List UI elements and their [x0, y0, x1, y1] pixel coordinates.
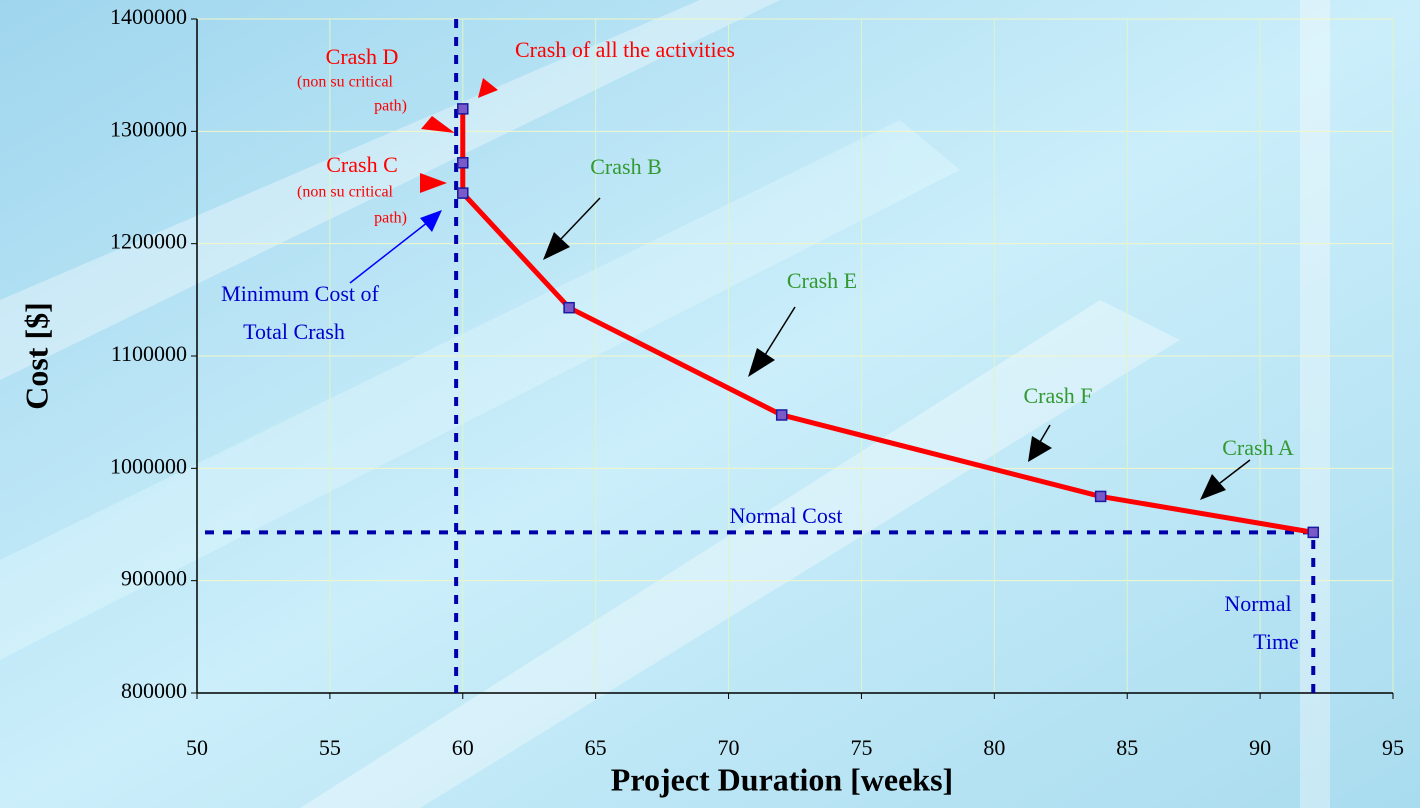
x-tick-label: 65: [585, 735, 607, 760]
arrow: [559, 197, 601, 241]
x-tick-label: 75: [850, 735, 872, 760]
arrow: [349, 221, 429, 284]
annotation: Crash F: [1023, 383, 1092, 408]
annotation: Total Crash: [243, 319, 345, 344]
x-tick-label: 90: [1249, 735, 1271, 760]
annotation: Crash B: [590, 154, 662, 179]
arrow: [748, 348, 775, 377]
y-tick-label: 900000: [121, 566, 187, 591]
y-axis-title: Cost [$]: [18, 302, 54, 410]
y-tick-label: 1300000: [110, 116, 187, 141]
arrow: [1200, 474, 1226, 500]
x-tick-label: 95: [1382, 735, 1404, 760]
annotation: Crash C: [326, 152, 398, 177]
data-point: [457, 103, 469, 115]
annotation: (non su critical: [297, 184, 394, 201]
x-tick-label: 60: [452, 735, 474, 760]
arrow: [421, 116, 455, 133]
arrow: [478, 78, 498, 98]
annotation: Time: [1253, 629, 1299, 654]
x-tick-label: 50: [186, 735, 208, 760]
y-tick-label: 1400000: [110, 4, 187, 29]
annotation: Crash A: [1222, 435, 1294, 460]
y-tick-label: 1000000: [110, 453, 187, 478]
x-tick-label: 85: [1116, 735, 1138, 760]
annotation: Crash D: [326, 44, 399, 69]
annotation: Crash E: [787, 268, 857, 293]
data-point: [1094, 490, 1107, 503]
annotation: Minimum Cost of: [221, 281, 379, 306]
x-tick-label: 80: [983, 735, 1005, 760]
arrow: [1039, 424, 1051, 443]
data-point: [775, 409, 788, 421]
annotation: (non su critical: [297, 74, 394, 91]
arrow: [543, 232, 570, 260]
y-tick-label: 1100000: [111, 341, 187, 366]
y-tick-label: 1200000: [110, 229, 187, 254]
arrow: [420, 173, 447, 193]
annotation: Normal Cost: [729, 503, 842, 528]
data-point: [457, 187, 469, 199]
background-pipes: [0, 0, 1330, 808]
data-point: [1307, 526, 1320, 539]
arrow: [1219, 459, 1251, 484]
data-point: [457, 157, 469, 169]
annotation: Normal: [1224, 591, 1291, 616]
annotation: path): [374, 98, 407, 115]
x-axis-title: Project Duration [weeks]: [611, 761, 953, 797]
arrow: [1028, 436, 1052, 462]
arrows: [349, 78, 1251, 500]
annotation: path): [374, 210, 407, 227]
annotation: Crash of all the activities: [515, 37, 735, 62]
x-tick-label: 70: [718, 735, 740, 760]
arrow: [420, 210, 442, 232]
data-point: [563, 301, 575, 314]
y-tick-label: 800000: [121, 678, 187, 703]
x-tick-label: 55: [319, 735, 341, 760]
arrow: [764, 306, 796, 356]
